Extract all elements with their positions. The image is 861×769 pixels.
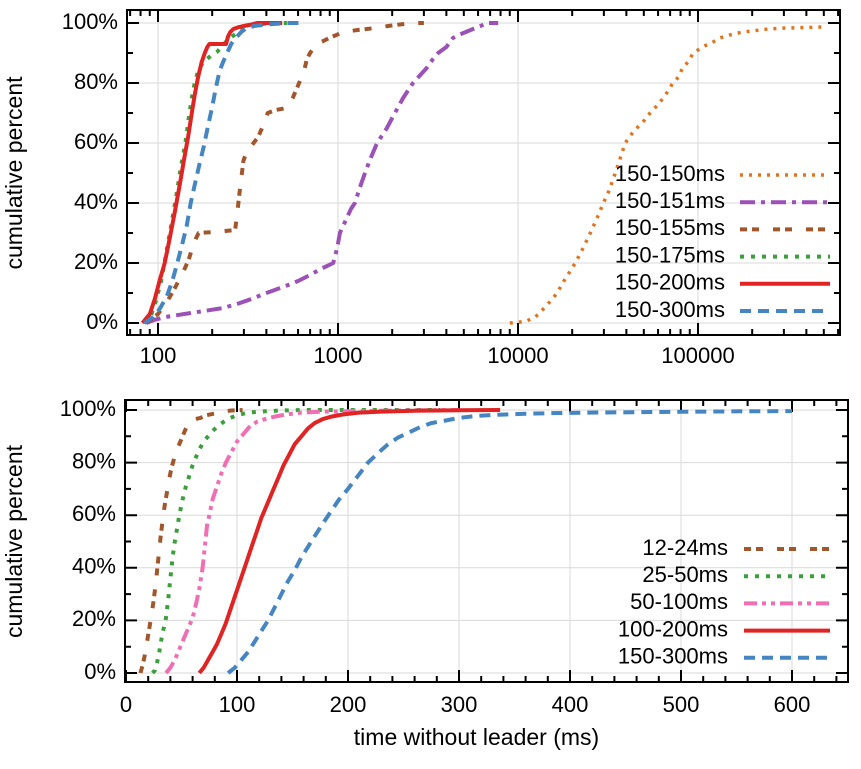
curve-100-200ms xyxy=(197,408,501,675)
axis-ticks xyxy=(127,10,840,335)
x-tick-labels: 0 100 200 300 400 500 600 xyxy=(120,692,810,717)
y-tick-label: 0% xyxy=(84,659,116,684)
legend-label: 150-200ms xyxy=(615,270,725,295)
curve-150-200ms xyxy=(140,21,283,325)
x-axis-label: time without leader (ms) xyxy=(354,724,599,750)
y-tick-label: 100% xyxy=(60,396,116,421)
legend-label: 150-300ms xyxy=(618,644,728,669)
y-tick-label: 80% xyxy=(72,448,116,473)
gridlines xyxy=(125,400,848,682)
legend-item-150-150ms: 150-150ms xyxy=(615,161,830,186)
y-axis-label: cumulative percent xyxy=(1,444,27,638)
curve-150-300ms xyxy=(143,21,302,325)
x-tick-label: 500 xyxy=(663,692,700,717)
axis-ticks xyxy=(125,400,848,682)
y-tick-label: 40% xyxy=(74,189,118,214)
legend-item-150-155ms: 150-155ms xyxy=(615,215,830,240)
curve-50-100ms xyxy=(164,408,460,675)
curves xyxy=(138,408,793,675)
y-tick-label: 80% xyxy=(74,69,118,94)
legend-item-150-300ms: 150-300ms xyxy=(615,297,830,322)
legend-label: 50-100ms xyxy=(630,589,728,614)
legend-label: 12-24ms xyxy=(642,535,728,560)
plot-border xyxy=(124,399,849,683)
legend-item-25-50ms: 25-50ms xyxy=(642,562,830,587)
legend-item-100-200ms: 100-200ms xyxy=(618,616,830,641)
x-tick-label: 1000 xyxy=(314,343,363,368)
curve-25-50ms xyxy=(151,408,441,675)
legend-item-150-175ms: 150-175ms xyxy=(615,242,830,267)
curve-150-155ms xyxy=(144,21,424,325)
legend-label: 150-155ms xyxy=(615,215,725,240)
legend-item-150-200ms: 150-200ms xyxy=(615,270,830,295)
legend-item-150-300ms: 150-300ms xyxy=(618,644,830,669)
top-chart: 100 1000 10000 100000 0% 20% 40% 60% 80% 100% cumu… xyxy=(1,9,841,368)
curve-150-150ms xyxy=(509,25,826,325)
curve-150-151ms xyxy=(145,21,499,325)
x-tick-label: 400 xyxy=(552,692,589,717)
bottom-chart: 0 100 200 300 400 500 600 0% 20% 40% 60% 80% 100% cum… xyxy=(1,396,849,750)
y-tick-label: 60% xyxy=(72,501,116,526)
legend-label: 150-300ms xyxy=(615,297,725,322)
y-tick-labels: 0% 20% 40% 60% 80% 100% xyxy=(62,9,118,334)
x-tick-label: 100 xyxy=(219,692,256,717)
y-axis-label: cumulative percent xyxy=(1,76,27,270)
legend-label: 150-150ms xyxy=(615,161,725,186)
x-tick-label: 0 xyxy=(120,692,132,717)
y-tick-labels: 0% 20% 40% 60% 80% 100% xyxy=(60,396,116,684)
plot-border xyxy=(126,9,841,336)
legend-label: 100-200ms xyxy=(618,616,728,641)
legend-item-12-24ms: 12-24ms xyxy=(642,535,830,560)
legend-item-150-151ms: 150-151ms xyxy=(615,188,830,213)
y-tick-label: 100% xyxy=(62,9,118,34)
y-tick-label: 60% xyxy=(74,129,118,154)
x-tick-label: 300 xyxy=(441,692,478,717)
x-tick-labels: 100 1000 10000 100000 xyxy=(140,343,735,368)
curve-150-300ms xyxy=(226,409,793,675)
legend-item-50-100ms: 50-100ms xyxy=(630,589,830,614)
x-tick-label: 10000 xyxy=(487,343,548,368)
legend-label: 25-50ms xyxy=(642,562,728,587)
y-tick-label: 40% xyxy=(72,554,116,579)
curve-12-24ms xyxy=(138,408,243,674)
legend-label: 150-175ms xyxy=(615,242,725,267)
curves xyxy=(140,21,826,325)
y-tick-label: 20% xyxy=(72,606,116,631)
x-tick-label: 100000 xyxy=(661,343,734,368)
x-tick-label: 100 xyxy=(140,343,177,368)
x-tick-label: 200 xyxy=(330,692,367,717)
y-tick-label: 20% xyxy=(74,249,118,274)
x-tick-label: 600 xyxy=(774,692,811,717)
gridlines xyxy=(127,10,840,335)
curve-150-175ms xyxy=(142,21,287,325)
y-tick-label: 0% xyxy=(86,309,118,334)
legend-label: 150-151ms xyxy=(615,188,725,213)
